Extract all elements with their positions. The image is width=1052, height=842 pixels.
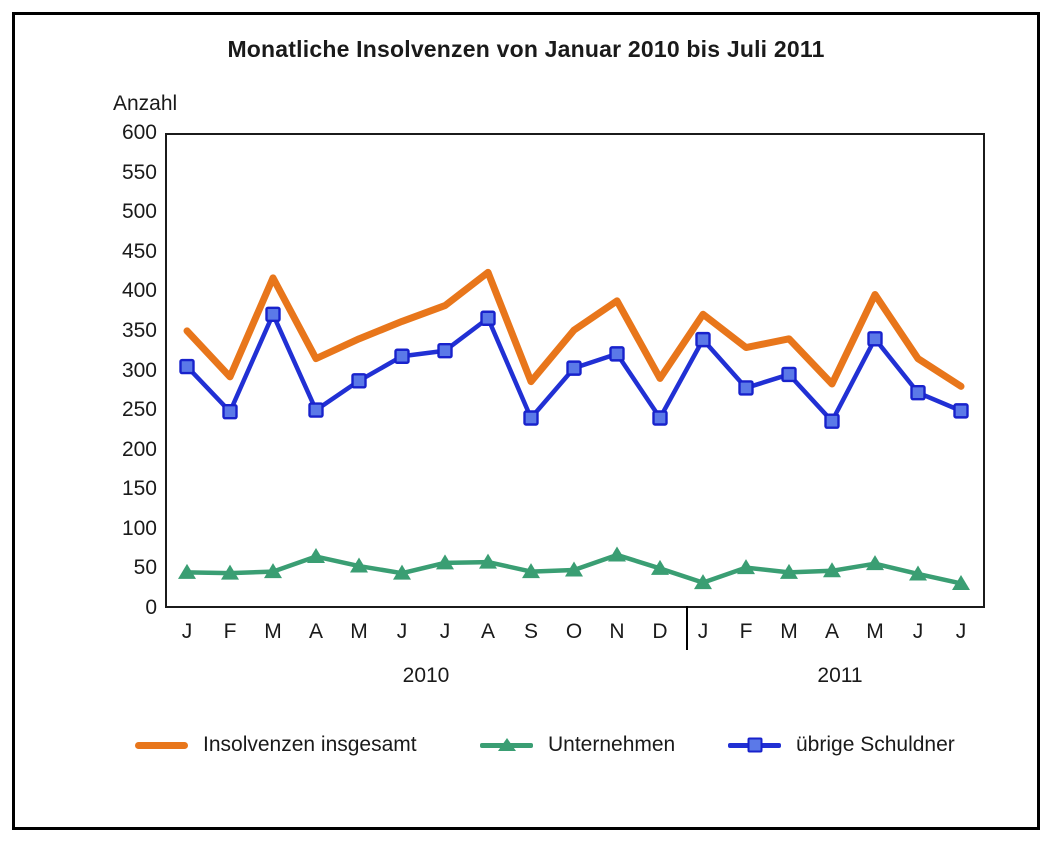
triangle-marker-1 bbox=[479, 553, 497, 569]
y-tick-label-100: 100 bbox=[121, 516, 157, 540]
y-tick-label-150: 150 bbox=[121, 477, 157, 501]
chart-legend: Insolvenzen insgesamt Unternehmen übrige… bbox=[0, 730, 1052, 764]
triangle-marker-1 bbox=[436, 554, 454, 570]
y-axis-title: Anzahl bbox=[113, 92, 178, 115]
x-tick-label-13: F bbox=[739, 620, 753, 643]
square-marker-2 bbox=[609, 346, 625, 362]
x-tick-label-16: M bbox=[866, 620, 884, 643]
triangle-marker-1 bbox=[307, 548, 325, 564]
square-marker-2 bbox=[566, 360, 582, 376]
triangle-marker-1 bbox=[866, 555, 884, 571]
x-tick-label-5: J bbox=[396, 620, 408, 643]
triangle-marker-1 bbox=[737, 559, 755, 575]
square-marker-2 bbox=[308, 402, 324, 418]
y-tick-label-350: 350 bbox=[121, 318, 157, 342]
x-tick-label-0: J bbox=[181, 620, 193, 643]
companies-line-triangle-swatch-icon bbox=[480, 737, 533, 753]
y-tick-label-450: 450 bbox=[121, 239, 157, 263]
chart-outer-border bbox=[12, 12, 1040, 830]
triangle-marker-1 bbox=[608, 546, 626, 562]
triangle-marker-1 bbox=[522, 563, 540, 579]
x-tick-label-2: M bbox=[264, 620, 282, 643]
plot-area-frame bbox=[165, 133, 985, 608]
x-tick-label-12: J bbox=[697, 620, 709, 643]
other-debtors-line-square-swatch-icon bbox=[728, 737, 781, 753]
y-tick-label-250: 250 bbox=[121, 398, 157, 422]
y-tick-label-200: 200 bbox=[121, 437, 157, 461]
x-tick-label-17: J bbox=[912, 620, 924, 643]
square-marker-2 bbox=[480, 310, 496, 326]
square-marker-2 bbox=[824, 413, 840, 429]
square-marker-2 bbox=[781, 366, 797, 383]
year-label-2010: 2010 bbox=[402, 664, 450, 687]
triangle-marker-1 bbox=[651, 559, 669, 575]
square-marker-2 bbox=[265, 306, 281, 322]
y-tick-label-300: 300 bbox=[121, 358, 157, 382]
triangle-marker-1 bbox=[178, 563, 196, 579]
y-tick-label-550: 550 bbox=[121, 160, 157, 184]
x-tick-label-8: S bbox=[523, 620, 538, 643]
x-tick-label-11: D bbox=[652, 620, 668, 643]
triangle-marker-1 bbox=[264, 563, 282, 579]
square-marker-2 bbox=[523, 410, 539, 426]
y-tick-label-600: 600 bbox=[121, 121, 157, 144]
y-tick-label-0: 0 bbox=[145, 596, 157, 619]
triangle-marker-1 bbox=[565, 561, 583, 577]
y-tick-label-500: 500 bbox=[121, 200, 157, 224]
x-tick-label-9: O bbox=[565, 620, 583, 643]
total-line-swatch-icon bbox=[135, 737, 188, 753]
legend-item-total: Insolvenzen insgesamt bbox=[135, 730, 417, 760]
triangle-marker-1 bbox=[780, 563, 798, 579]
x-tick-label-18: J bbox=[955, 620, 967, 643]
x-tick-label-4: M bbox=[350, 620, 368, 643]
x-tick-label-15: A bbox=[824, 620, 839, 643]
x-tick-label-6: J bbox=[439, 620, 451, 643]
legend-item-other-debtors: übrige Schuldner bbox=[728, 730, 955, 760]
square-marker-2 bbox=[738, 380, 754, 396]
chart-title: Monatliche Insolvenzen von Januar 2010 b… bbox=[227, 36, 825, 62]
x-tick-label-3: A bbox=[308, 620, 323, 643]
square-marker-2 bbox=[695, 331, 711, 348]
triangle-marker-1 bbox=[823, 562, 841, 578]
triangle-marker-1 bbox=[350, 557, 368, 573]
legend-item-companies: Unternehmen bbox=[480, 730, 675, 760]
triangle-marker-1 bbox=[221, 564, 239, 580]
legend-label-companies: Unternehmen bbox=[548, 733, 676, 756]
square-marker-2 bbox=[652, 410, 668, 426]
square-marker-2 bbox=[867, 331, 883, 347]
triangle-marker-1 bbox=[909, 565, 927, 581]
line-chart-plot bbox=[178, 268, 970, 590]
x-tick-label-14: M bbox=[780, 620, 798, 643]
series-line-0 bbox=[183, 268, 965, 390]
x-tick-label-1: F bbox=[223, 620, 237, 643]
y-tick-label-50: 50 bbox=[133, 556, 157, 580]
square-marker-2 bbox=[953, 403, 969, 419]
square-marker-2 bbox=[179, 358, 195, 375]
square-marker-2 bbox=[437, 343, 453, 359]
triangle-marker-1 bbox=[393, 564, 411, 580]
triangle-marker-1 bbox=[952, 574, 970, 590]
year-separator-line bbox=[686, 606, 688, 650]
square-marker-2 bbox=[910, 384, 926, 401]
square-marker-2 bbox=[351, 373, 367, 389]
triangle-marker-1 bbox=[694, 574, 712, 590]
year-label-2011: 2011 bbox=[817, 664, 863, 687]
x-tick-label-7: A bbox=[480, 620, 495, 643]
y-tick-label-400: 400 bbox=[121, 279, 157, 303]
legend-label-other-debtors: übrige Schuldner bbox=[796, 733, 955, 756]
square-marker-2 bbox=[222, 403, 238, 420]
x-tick-label-10: N bbox=[609, 620, 625, 643]
legend-label-total: Insolvenzen insgesamt bbox=[203, 733, 417, 756]
square-marker-2 bbox=[394, 348, 410, 364]
